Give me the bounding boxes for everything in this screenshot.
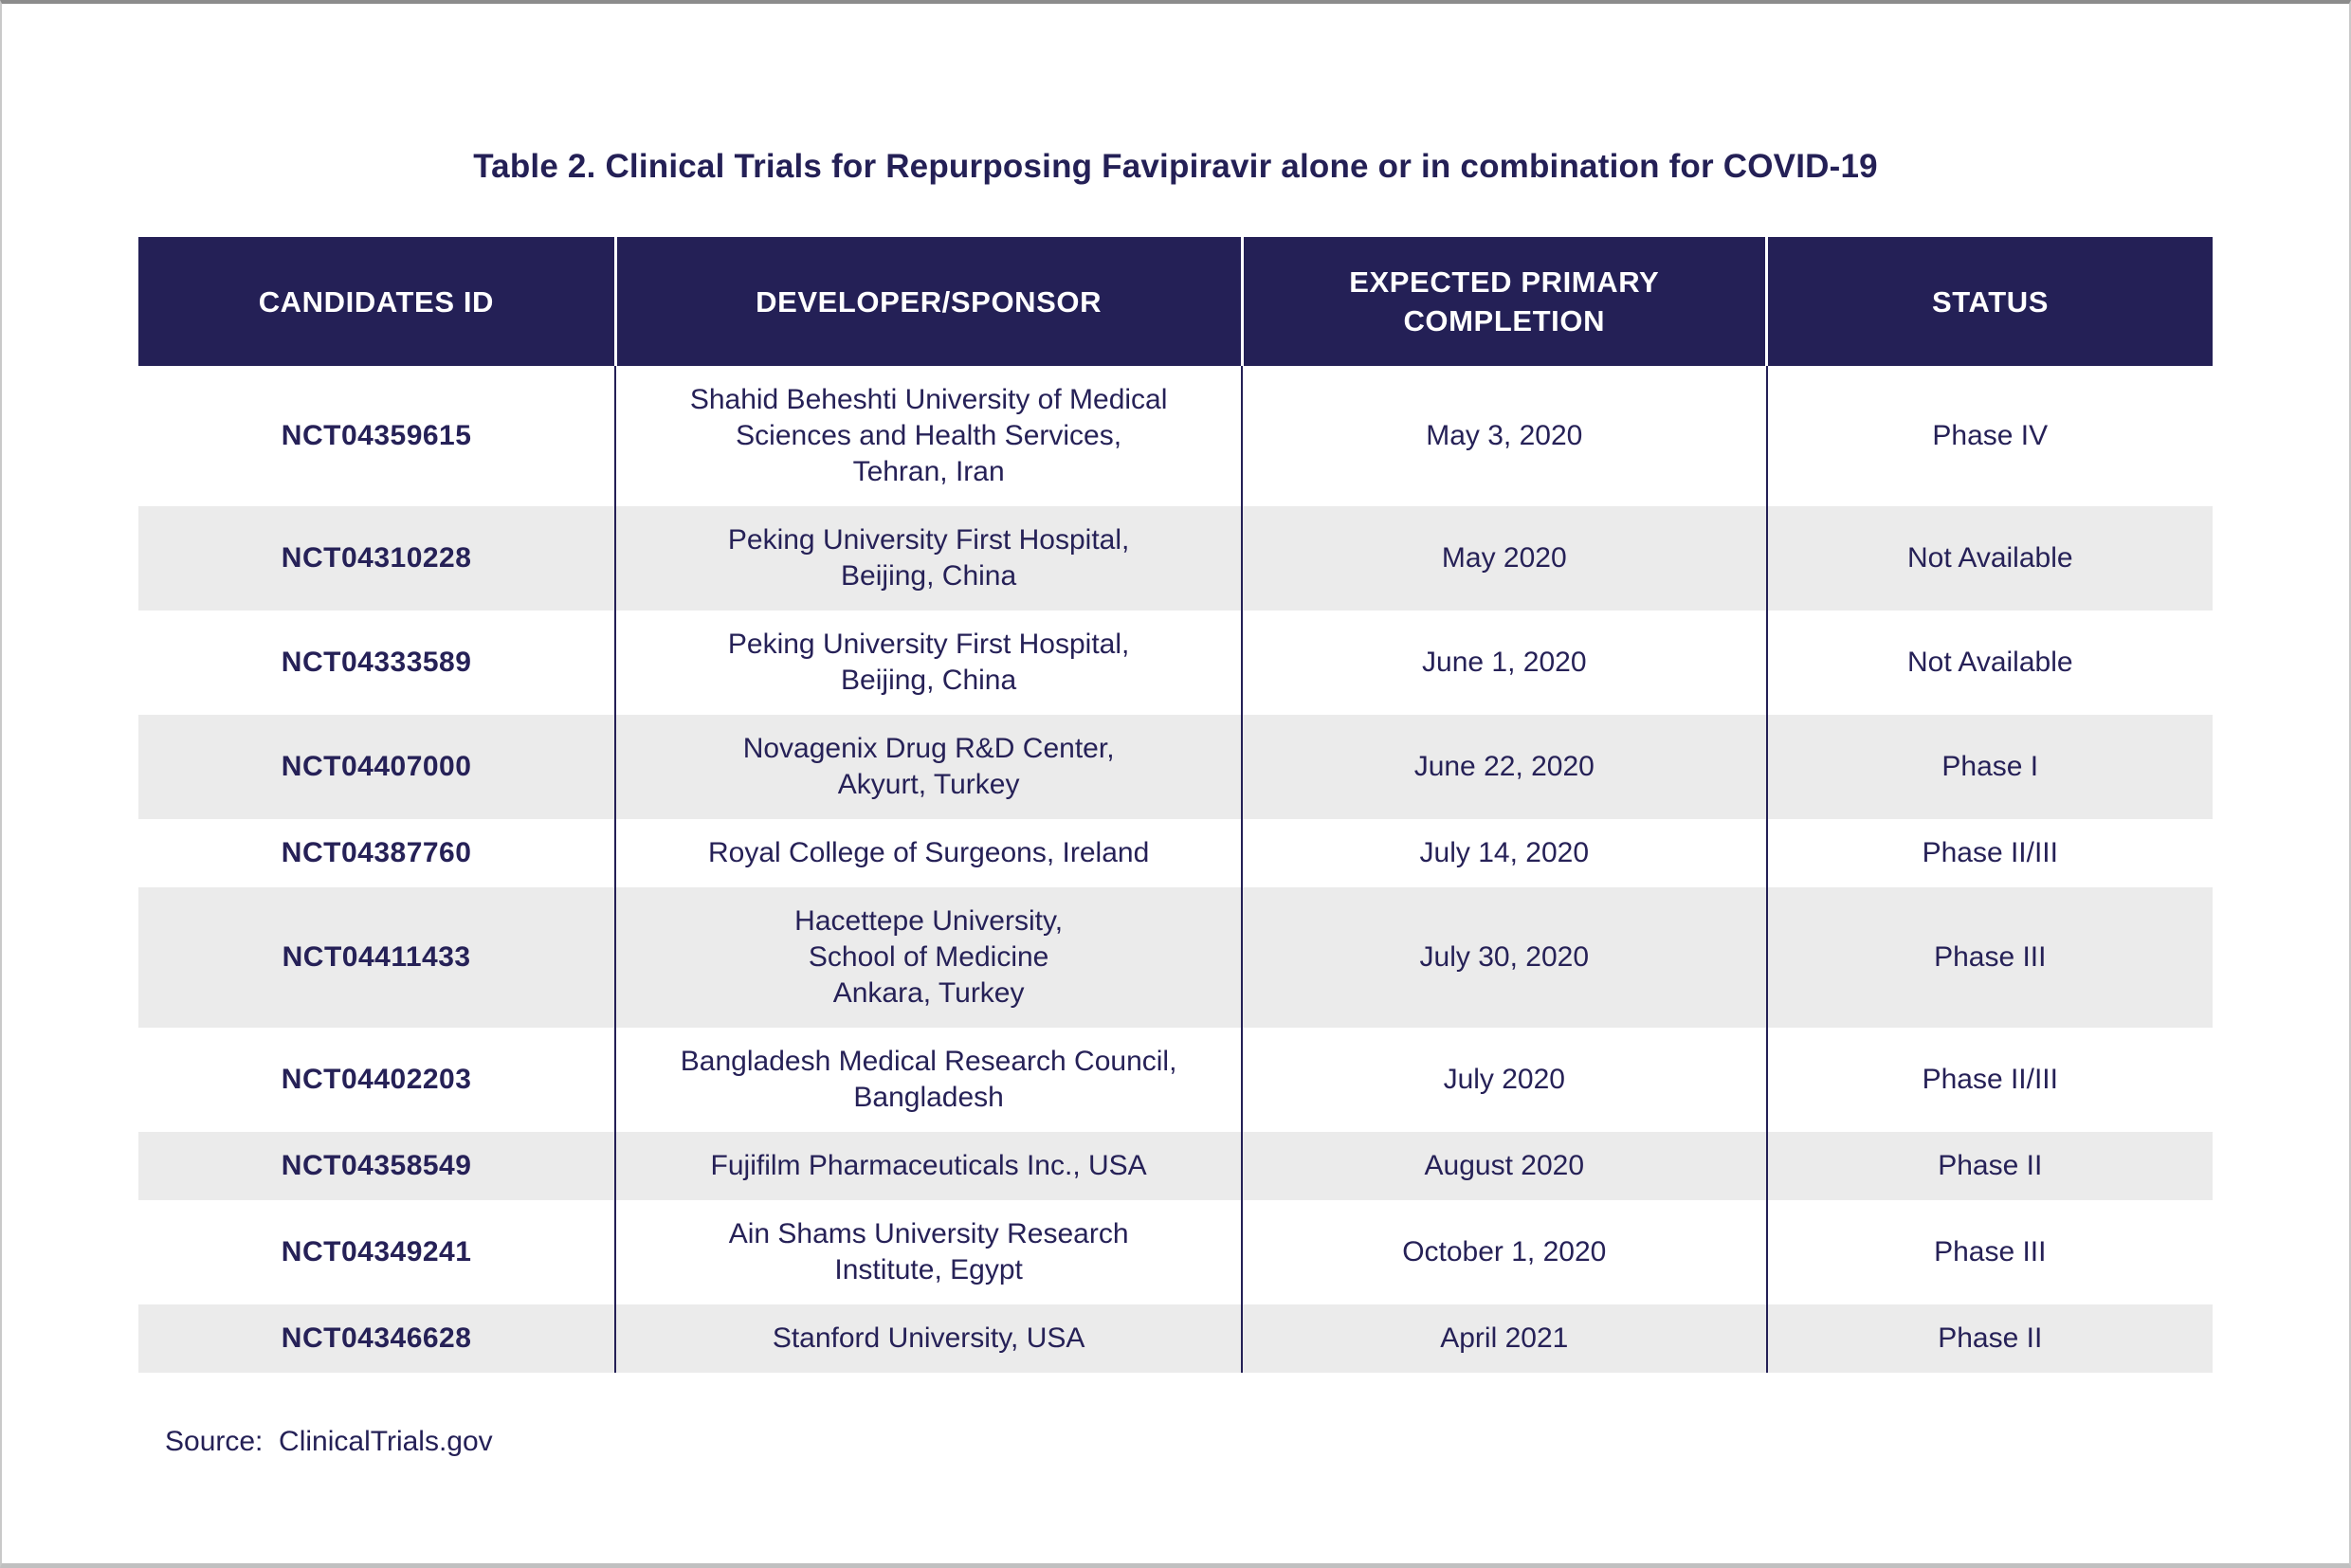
- developer-sponsor-cell: Royal College of Surgeons, Ireland: [615, 819, 1243, 887]
- candidate-id-cell: NCT04387760: [138, 819, 617, 887]
- developer-sponsor-cell: Fujifilm Pharmaceuticals Inc., USA: [615, 1132, 1243, 1200]
- candidate-id-cell: NCT04346628: [138, 1304, 617, 1373]
- candidate-id-cell: NCT04310228: [138, 506, 617, 611]
- developer-sponsor-cell: Stanford University, USA: [615, 1304, 1243, 1373]
- status-cell: Phase I: [1941, 751, 2039, 782]
- status-cell: Phase III: [1934, 1236, 2047, 1267]
- candidate-id-cell: NCT04402203: [138, 1028, 617, 1132]
- status-cell: Phase II/III: [1922, 837, 2058, 868]
- column-header-expected-primary-completion: EXPECTED PRIMARY COMPLETION: [1242, 237, 1769, 366]
- table-row: NCT04346628 Stanford University, USA Apr…: [138, 1304, 2213, 1373]
- status-cell: Phase IV: [1932, 420, 2049, 451]
- column-header-developer-sponsor: DEVELOPER/SPONSOR: [615, 237, 1244, 366]
- completion-date-cell: August 2020: [1242, 1132, 1768, 1200]
- column-header-candidates-id: CANDIDATES ID: [138, 237, 617, 366]
- table-row: NCT04402203 Bangladesh Medical Research …: [138, 1028, 2213, 1132]
- table-row: NCT04387760 Royal College of Surgeons, I…: [138, 819, 2213, 887]
- source-note: Source: ClinicalTrials.gov: [165, 1426, 493, 1457]
- candidate-id-cell: NCT04407000: [138, 715, 617, 819]
- completion-date-cell: June 22, 2020: [1242, 715, 1768, 819]
- developer-sponsor-cell: Bangladesh Medical Research Council, Ban…: [615, 1028, 1243, 1132]
- completion-date-cell: May 2020: [1242, 506, 1768, 611]
- candidate-id-cell: NCT04411433: [138, 887, 617, 1028]
- developer-sponsor-cell: Hacettepe University, School of Medicine…: [615, 887, 1243, 1028]
- clinical-trials-table: CANDIDATES ID DEVELOPER/SPONSOR EXPECTED…: [138, 237, 2213, 1373]
- table-row: NCT04411433 Hacettepe University, School…: [138, 887, 2213, 1028]
- table-row: NCT04359615 Shahid Beheshti University o…: [138, 366, 2213, 506]
- completion-date-cell: June 1, 2020: [1242, 611, 1768, 715]
- status-cell: Not Available: [1906, 542, 2073, 574]
- completion-date-cell: April 2021: [1242, 1304, 1768, 1373]
- table-row: NCT04349241 Ain Shams University Researc…: [138, 1200, 2213, 1304]
- candidate-id-cell: NCT04333589: [138, 611, 617, 715]
- completion-date-cell: July 14, 2020: [1242, 819, 1768, 887]
- table-header-row: CANDIDATES ID DEVELOPER/SPONSOR EXPECTED…: [138, 237, 2213, 366]
- completion-date-cell: July 30, 2020: [1242, 887, 1768, 1028]
- page-title: Table 2. Clinical Trials for Repurposing…: [473, 148, 1878, 185]
- candidate-id-cell: NCT04359615: [138, 366, 617, 506]
- table-row: NCT04310228 Peking University First Hosp…: [138, 506, 2213, 611]
- candidate-id-cell: NCT04349241: [138, 1200, 617, 1304]
- status-cell: Phase II: [1938, 1322, 2043, 1354]
- table-row: NCT04407000 Novagenix Drug R&D Center, A…: [138, 715, 2213, 819]
- candidate-id-cell: NCT04358549: [138, 1132, 617, 1200]
- status-cell: Not Available: [1906, 647, 2073, 678]
- column-header-status: STATUS: [1766, 237, 2213, 366]
- status-cell: Phase III: [1934, 941, 2047, 973]
- developer-sponsor-cell: Ain Shams University Research Institute,…: [615, 1200, 1243, 1304]
- status-cell: Phase II/III: [1922, 1064, 2058, 1095]
- table-row: NCT04333589 Peking University First Hosp…: [138, 611, 2213, 715]
- developer-sponsor-cell: Peking University First Hospital, Beijin…: [615, 611, 1243, 715]
- completion-date-cell: October 1, 2020: [1242, 1200, 1768, 1304]
- status-cell: Phase II: [1938, 1150, 2043, 1181]
- developer-sponsor-cell: Shahid Beheshti University of Medical Sc…: [615, 366, 1243, 506]
- completion-date-cell: May 3, 2020: [1242, 366, 1768, 506]
- developer-sponsor-cell: Peking University First Hospital, Beijin…: [615, 506, 1243, 611]
- completion-date-cell: July 2020: [1242, 1028, 1768, 1132]
- developer-sponsor-cell: Novagenix Drug R&D Center, Akyurt, Turke…: [615, 715, 1243, 819]
- table-row: NCT04358549 Fujifilm Pharmaceuticals Inc…: [138, 1132, 2213, 1200]
